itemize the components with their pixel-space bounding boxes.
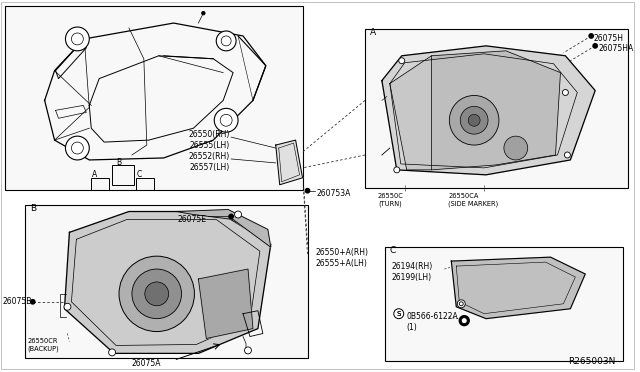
Circle shape xyxy=(221,36,231,46)
Circle shape xyxy=(64,303,71,310)
Text: R265003N: R265003N xyxy=(568,357,615,366)
Polygon shape xyxy=(390,56,431,170)
Text: S: S xyxy=(397,311,401,317)
Polygon shape xyxy=(177,209,271,247)
Circle shape xyxy=(72,33,83,45)
Text: 26550+A(RH)
26555+A(LH): 26550+A(RH) 26555+A(LH) xyxy=(316,248,369,268)
Circle shape xyxy=(65,27,89,51)
Circle shape xyxy=(460,106,488,134)
Circle shape xyxy=(461,318,467,324)
Text: C: C xyxy=(390,246,396,255)
Polygon shape xyxy=(65,212,271,353)
Text: 26194(RH)
26199(LH): 26194(RH) 26199(LH) xyxy=(392,262,433,282)
Text: B: B xyxy=(116,158,121,167)
Circle shape xyxy=(563,90,568,96)
Circle shape xyxy=(216,31,236,51)
Polygon shape xyxy=(451,257,585,319)
Polygon shape xyxy=(276,140,303,185)
Circle shape xyxy=(31,299,35,304)
Text: B: B xyxy=(29,203,36,212)
Text: 26550CA
(SIDE MARKER): 26550CA (SIDE MARKER) xyxy=(449,193,499,207)
Text: 26075A: 26075A xyxy=(132,359,161,368)
Text: 26552(RH)
26557(LH): 26552(RH) 26557(LH) xyxy=(189,152,230,172)
Circle shape xyxy=(109,349,116,356)
Circle shape xyxy=(458,300,465,308)
Polygon shape xyxy=(431,51,561,170)
Text: S: S xyxy=(397,311,401,317)
Text: A: A xyxy=(370,28,376,37)
Text: 26075B: 26075B xyxy=(3,297,33,306)
Bar xyxy=(136,178,154,190)
Circle shape xyxy=(202,12,205,15)
Text: 0B566-6122A
(1): 0B566-6122A (1) xyxy=(406,312,458,332)
Circle shape xyxy=(589,34,593,38)
Circle shape xyxy=(244,347,252,354)
Circle shape xyxy=(229,214,234,219)
Circle shape xyxy=(449,96,499,145)
Circle shape xyxy=(593,44,597,48)
Circle shape xyxy=(235,211,241,218)
Text: 26550C
(TURN): 26550C (TURN) xyxy=(378,193,404,207)
Bar xyxy=(365,29,628,188)
Text: 26075E: 26075E xyxy=(177,215,206,224)
Text: 26550CR
(BACKUP): 26550CR (BACKUP) xyxy=(28,339,60,353)
Text: A: A xyxy=(92,170,97,179)
Circle shape xyxy=(145,282,168,306)
Text: C: C xyxy=(137,170,142,179)
Circle shape xyxy=(119,256,195,331)
Text: 26075HA: 26075HA xyxy=(598,44,634,53)
Bar xyxy=(385,247,623,361)
Circle shape xyxy=(72,142,83,154)
Circle shape xyxy=(132,269,182,319)
Polygon shape xyxy=(198,269,253,339)
Circle shape xyxy=(394,309,404,319)
Circle shape xyxy=(214,108,238,132)
Text: 26075H: 26075H xyxy=(593,34,623,43)
Text: 260753A: 260753A xyxy=(316,189,351,198)
Bar xyxy=(5,6,303,190)
Circle shape xyxy=(65,136,89,160)
Circle shape xyxy=(220,114,232,126)
Circle shape xyxy=(468,114,480,126)
Circle shape xyxy=(399,58,404,64)
Bar xyxy=(92,178,109,190)
Circle shape xyxy=(460,316,469,326)
Circle shape xyxy=(305,189,310,193)
Text: 26550(RH)
26555(LH): 26550(RH) 26555(LH) xyxy=(189,130,230,150)
Circle shape xyxy=(394,167,400,173)
Circle shape xyxy=(504,136,528,160)
Bar xyxy=(112,165,134,185)
Polygon shape xyxy=(382,46,595,175)
Circle shape xyxy=(460,302,463,306)
Bar xyxy=(25,205,307,358)
Circle shape xyxy=(564,152,570,158)
